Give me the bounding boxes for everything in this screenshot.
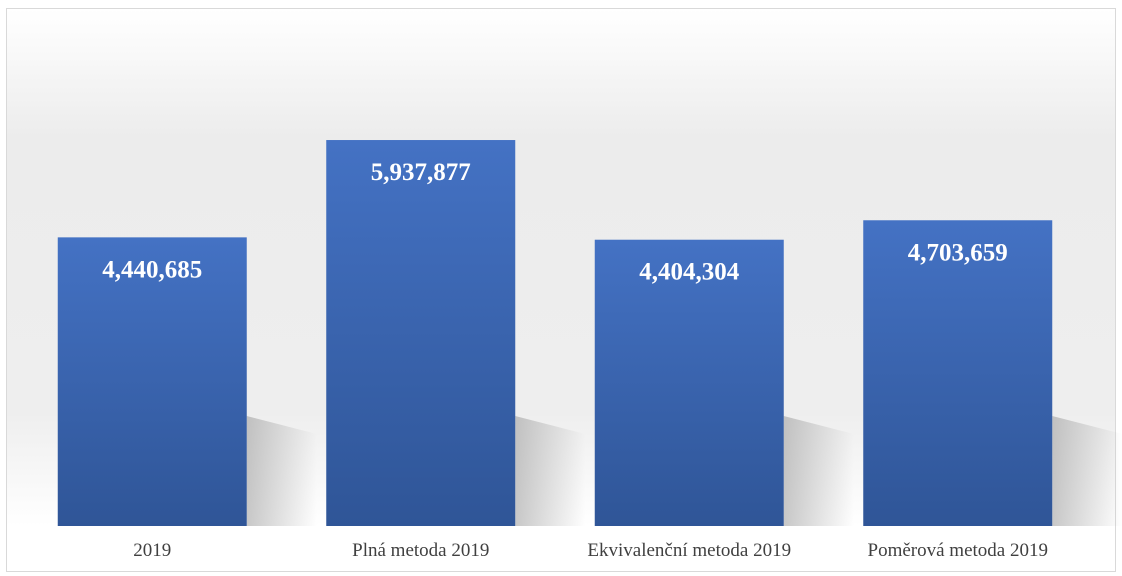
bar-shadow [783, 416, 854, 526]
category-label: Poměrová metoda 2019 [868, 540, 1048, 561]
bar-value-label: 5,937,877 [371, 159, 471, 186]
bar-value-label: 4,703,659 [908, 239, 1008, 266]
bar-shadow [515, 416, 586, 526]
value-labels: 4,440,685 5,937,877 4,404,304 4,703,659 [102, 159, 1008, 286]
bar-4 [863, 220, 1053, 527]
bar-shadow [246, 416, 317, 526]
category-label: 2019 [133, 540, 171, 561]
bar-3 [594, 239, 784, 526]
bars [57, 140, 1053, 527]
bar-value-label: 4,440,685 [102, 256, 202, 283]
category-label: Plná metoda 2019 [352, 540, 489, 561]
bar-shadow [1052, 416, 1122, 526]
category-label: Ekvivalenční metoda 2019 [587, 540, 791, 561]
bar-shadows [246, 416, 1122, 526]
category-labels: 2019 Plná metoda 2019 Ekvivalenční metoda … [133, 540, 1048, 561]
bar-value-label: 4,404,304 [639, 259, 740, 286]
bar-1 [57, 237, 247, 526]
bar-2 [326, 140, 516, 526]
